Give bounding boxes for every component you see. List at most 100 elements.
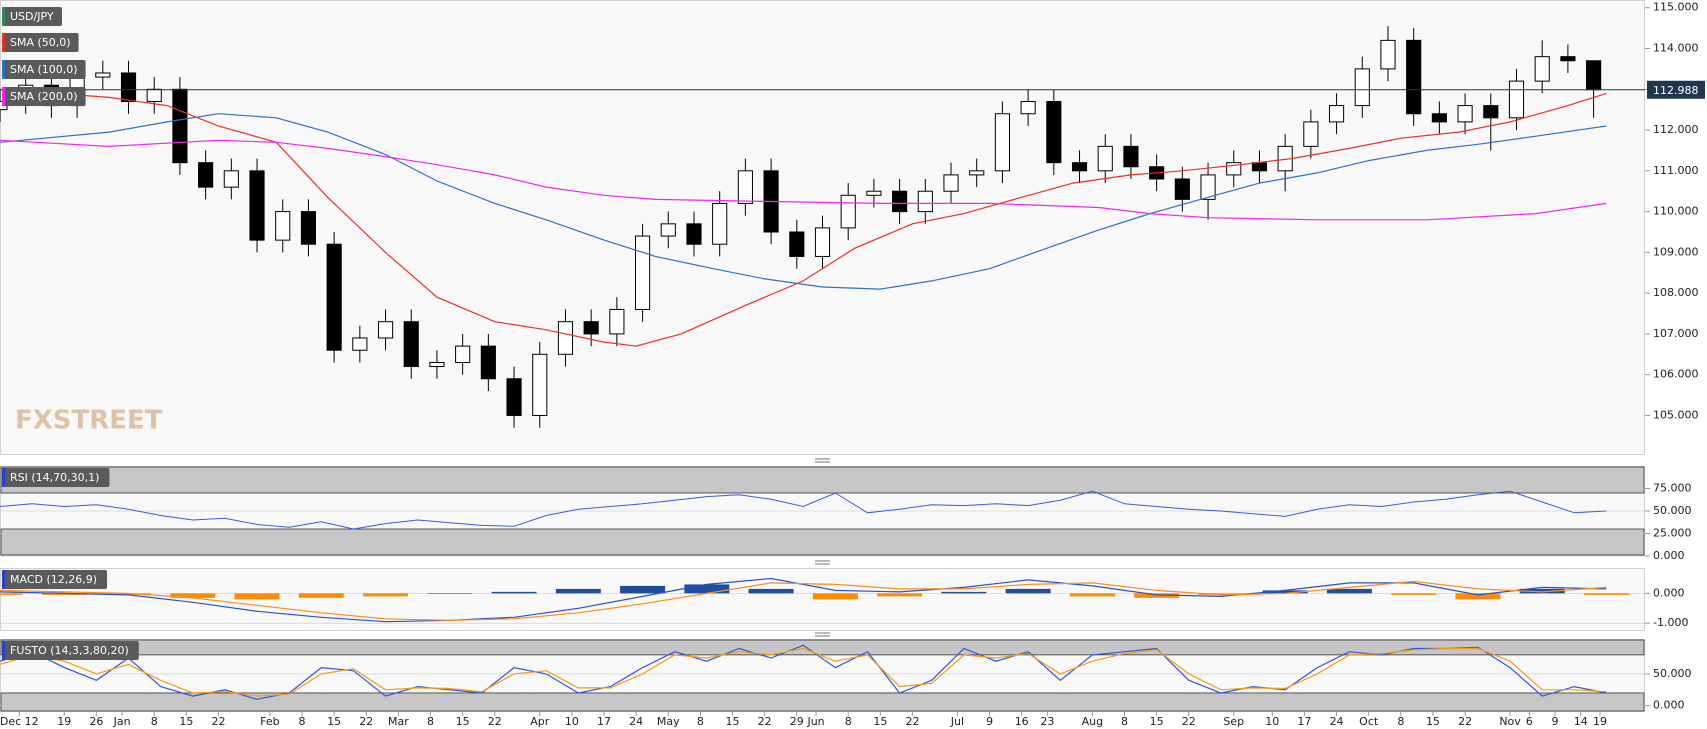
macd-line: [0, 577, 1607, 623]
candle-body: [1483, 105, 1499, 119]
x-tick-label: 22: [359, 715, 373, 728]
legend-swatch: [2, 60, 5, 79]
candle-body: [1097, 145, 1113, 172]
candle-body: [1380, 39, 1396, 70]
legend-box: [2, 60, 86, 79]
x-tick-label: 24: [1330, 715, 1344, 728]
candle-body: [609, 308, 625, 335]
x-tick-label: 9: [1552, 715, 1559, 728]
candle-body: [660, 223, 676, 237]
candle-body: [1560, 56, 1576, 62]
x-tick-label: May: [657, 715, 680, 728]
candle-body: [866, 190, 882, 196]
candle-body: [1123, 145, 1139, 168]
candle-body: [223, 170, 239, 188]
candle-body: [1431, 113, 1447, 123]
panel-title-swatch: [2, 468, 5, 487]
panel-title-text: RSI (14,70,30,1): [10, 471, 99, 484]
candle-body: [249, 170, 265, 241]
band-upper: [0, 639, 1645, 656]
x-tick-label: Dec 12: [0, 715, 39, 728]
x-tick-label: 10: [1265, 715, 1279, 728]
y-tick-label: -1.000: [1653, 616, 1688, 629]
macd-histogram-bar: [1583, 593, 1629, 595]
panel-title-text: MACD (12,26,9): [10, 573, 97, 586]
macd-histogram-bar: [491, 591, 537, 594]
macd-line: [0, 580, 1607, 621]
legend-label: SMA (200,0): [10, 90, 78, 103]
x-tick-label: 8: [845, 715, 852, 728]
y-tick-label: 114.000: [1653, 42, 1699, 55]
macd-histogram-bar: [1198, 593, 1244, 595]
macd-histogram-bar: [555, 588, 601, 594]
y-tick-label: 105.000: [1653, 408, 1699, 421]
x-tick-label: Oct: [1359, 715, 1379, 728]
y-tick-label: 0.000: [1653, 549, 1685, 562]
macd-histogram-bar: [1005, 588, 1051, 594]
candle-body: [352, 337, 368, 351]
x-tick-label: 15: [873, 715, 887, 728]
panel-title: FUSTO (14,3,3,80,20): [2, 641, 139, 660]
x-tick-label: 19: [57, 715, 71, 728]
macd-histogram-bar: [298, 593, 344, 598]
legend-box: [2, 33, 79, 52]
candle-body: [737, 170, 753, 204]
candle-body: [943, 174, 959, 192]
x-tick-label: Apr: [530, 715, 550, 728]
candle-body: [377, 321, 394, 339]
legend-swatch: [2, 87, 5, 106]
x-tick-label: 9: [986, 715, 993, 728]
candle-body: [532, 353, 548, 416]
legend-box: [2, 87, 86, 106]
x-tick-label: 17: [597, 715, 611, 728]
legend-swatch: [2, 33, 5, 52]
candle-body: [1354, 68, 1370, 107]
indicator-line: [0, 644, 1607, 700]
sma-line: [0, 139, 1607, 221]
candle-body: [917, 190, 933, 213]
x-tick-label: Feb: [260, 715, 279, 728]
macd-histogram-bar: [941, 591, 987, 594]
last-price-label: 112.988: [1653, 84, 1699, 97]
macd-histogram-bar: [1134, 593, 1180, 598]
y-tick-label: 115.000: [1653, 1, 1699, 14]
candle-body: [1328, 105, 1345, 123]
candle-body: [95, 72, 111, 78]
x-tick-label: 10: [565, 715, 579, 728]
band-lower: [0, 692, 1645, 712]
macd-histogram-bar: [1326, 588, 1372, 594]
indicator-line: [0, 490, 1607, 530]
indicator-line: [0, 647, 1607, 697]
legend-item: SMA (50,0): [2, 33, 79, 52]
x-tick-label: 26: [89, 715, 103, 728]
x-tick-label: 17: [1297, 715, 1311, 728]
candle-body: [1251, 162, 1268, 172]
y-tick-label: 106.000: [1653, 368, 1699, 381]
candle-body: [1174, 178, 1190, 200]
x-tick-label: 15: [327, 715, 341, 728]
y-tick-label: 110.000: [1653, 205, 1699, 218]
x-tick-label: Mar: [388, 715, 409, 728]
watermark: FXSTREET: [15, 406, 163, 436]
candle-body: [789, 231, 805, 257]
candle-body: [146, 88, 162, 103]
y-tick-label: 108.000: [1653, 286, 1699, 299]
sma-line: [0, 88, 1607, 347]
candle-body: [1457, 105, 1473, 123]
candle-body: [326, 243, 342, 351]
candle-body: [557, 321, 574, 355]
legend-label: SMA (100,0): [10, 63, 78, 76]
x-tick-label: Jun: [806, 715, 824, 728]
candle-body: [814, 227, 831, 257]
y-tick-label: 107.000: [1653, 327, 1699, 340]
macd-histogram-bar: [748, 588, 794, 594]
x-tick-label: 8: [1121, 715, 1128, 728]
panel-title-text: FUSTO (14,3,3,80,20): [10, 644, 129, 657]
macd-histogram-bar: [234, 593, 280, 600]
panel-title-box: [2, 468, 110, 487]
sma-line: [0, 113, 1607, 290]
y-tick-label: 0.000: [1653, 699, 1685, 712]
candle-body: [506, 378, 522, 416]
